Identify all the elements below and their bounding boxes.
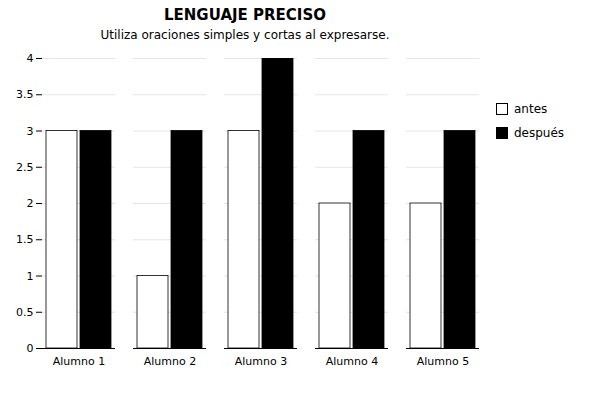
- svg-text:2.5: 2.5: [16, 161, 34, 174]
- svg-text:3: 3: [27, 125, 34, 138]
- html-text:después: después: [514, 126, 565, 140]
- html-text:Utiliza oraciones simples y co: Utiliza oraciones simples y cortas al ex…: [100, 28, 390, 42]
- svg-text:2: 2: [27, 197, 34, 210]
- svg-text:1.5: 1.5: [16, 233, 34, 246]
- svg-text:1: 1: [27, 270, 34, 283]
- svg-text:0: 0: [27, 342, 34, 355]
- svg-text:4: 4: [27, 52, 34, 65]
- svg-text:Alumno 4: Alumno 4: [326, 355, 378, 368]
- svg-text:Alumno 2: Alumno 2: [144, 355, 196, 368]
- svg-text:Alumno 5: Alumno 5: [417, 355, 469, 368]
- html-text:antes: antes: [514, 102, 548, 116]
- svg-text:0.5: 0.5: [16, 306, 34, 319]
- svg-text:3.5: 3.5: [16, 88, 34, 101]
- svg-text:Alumno 1: Alumno 1: [53, 355, 105, 368]
- svg-text:Alumno 3: Alumno 3: [235, 355, 287, 368]
- html-text:LENGUAJE PRECISO: LENGUAJE PRECISO: [164, 6, 326, 24]
